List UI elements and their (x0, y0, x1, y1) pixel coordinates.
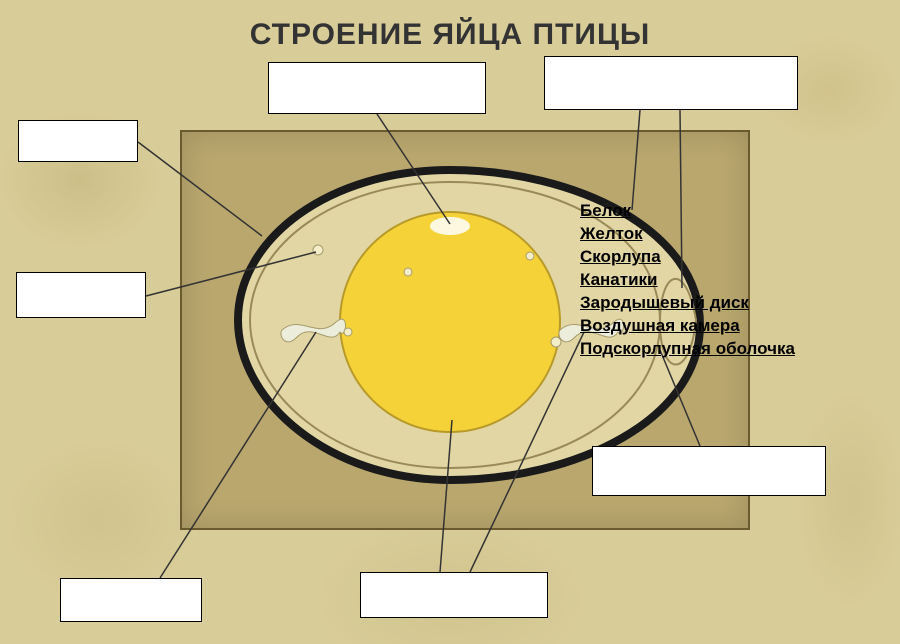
label-box-upper-left[interactable] (18, 120, 138, 162)
word-bank-item: Зародышевый диск (580, 292, 795, 315)
germinal-disc (430, 217, 470, 235)
word-bank: БелокЖелтокСкорлупаКанатикиЗародышевый д… (580, 200, 795, 361)
word-bank-item: Подскорлупная оболочка (580, 338, 795, 361)
label-box-top-right[interactable] (544, 56, 798, 110)
label-box-bot-center[interactable] (360, 572, 548, 618)
word-bank-item: Скорлупа (580, 246, 795, 269)
word-bank-item: Белок (580, 200, 795, 223)
egg-yolk (340, 212, 560, 432)
label-box-mid-left[interactable] (16, 272, 146, 318)
label-box-bot-left[interactable] (60, 578, 202, 622)
word-bank-item: Желток (580, 223, 795, 246)
word-bank-item: Воздушная камера (580, 315, 795, 338)
label-box-top-center[interactable] (268, 62, 486, 114)
word-bank-item: Канатики (580, 269, 795, 292)
label-box-mid-right[interactable] (592, 446, 826, 496)
